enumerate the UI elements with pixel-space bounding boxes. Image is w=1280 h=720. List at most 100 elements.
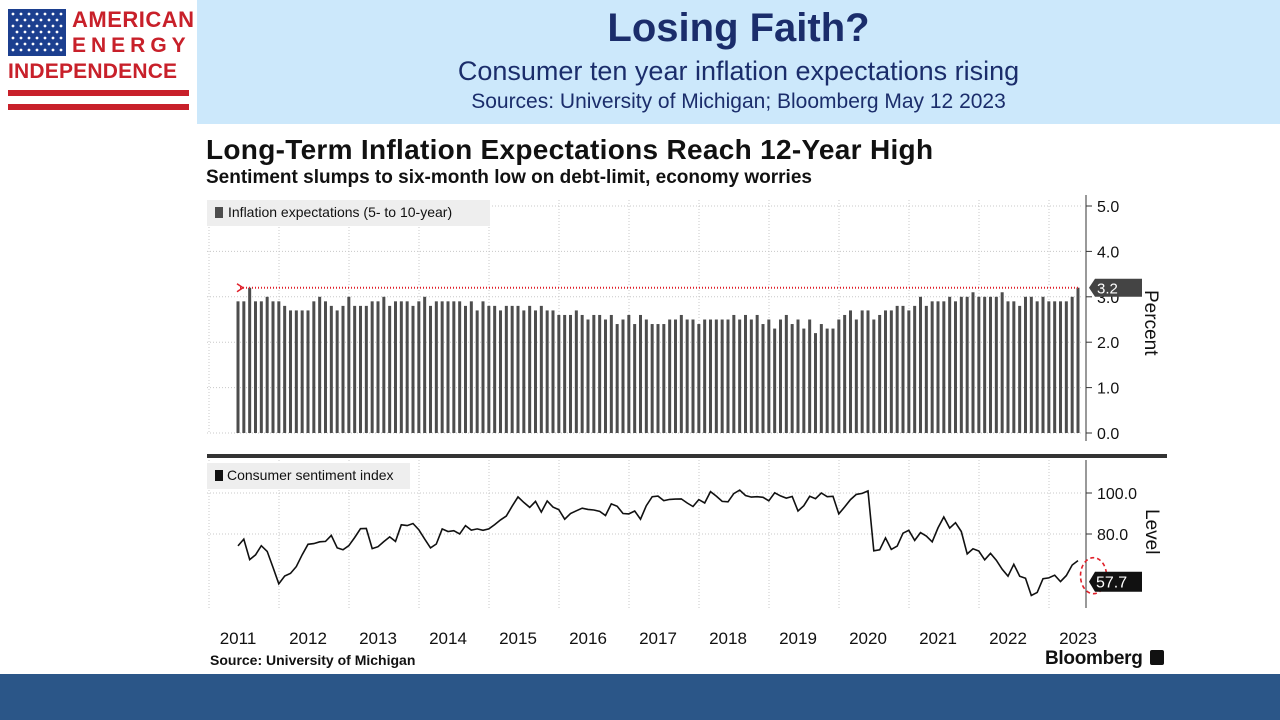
bar: [277, 301, 281, 433]
bar: [609, 314, 613, 433]
bar: [1070, 296, 1074, 433]
bar: [948, 296, 952, 433]
bar: [913, 305, 917, 433]
bar: [825, 328, 829, 433]
bar: [429, 305, 432, 433]
bar: [924, 305, 928, 433]
page-title: Losing Faith?: [607, 6, 870, 50]
bar: [1041, 296, 1045, 433]
bar: [685, 319, 689, 433]
x-tick-label: 2019: [779, 629, 817, 648]
axis-title-percent: Percent: [1140, 290, 1161, 356]
bar: [843, 314, 847, 433]
bar: [294, 310, 298, 433]
bar: [854, 319, 858, 433]
bar: [487, 305, 491, 433]
bar: [359, 305, 362, 433]
tick-label: 5.0: [1097, 199, 1119, 216]
x-tick-label: 2020: [849, 629, 887, 648]
tick-label: 4.0: [1097, 244, 1119, 261]
bar: [755, 314, 759, 433]
bar-last-value-label: 3.2: [1097, 281, 1118, 298]
bar: [504, 305, 508, 433]
bar: [919, 296, 922, 433]
logo-stripe: [8, 104, 189, 110]
bar: [475, 310, 479, 433]
value-flag: [1089, 278, 1142, 297]
bar: [324, 301, 327, 433]
tick-label: 100.0: [1097, 486, 1137, 503]
bar: [779, 319, 782, 433]
x-tick-label: 2016: [569, 629, 607, 648]
bar: [959, 296, 963, 433]
bar: [563, 314, 567, 433]
legend-swatch: [215, 207, 223, 218]
bar: [1076, 287, 1080, 433]
bar: [749, 319, 753, 433]
legend-box: [207, 200, 490, 226]
bar: [306, 310, 310, 433]
bar: [271, 301, 275, 433]
bar: [534, 310, 537, 433]
bar: [1000, 292, 1004, 433]
bar: [1029, 296, 1033, 433]
bar: [971, 292, 975, 433]
bar: [930, 301, 934, 433]
bar: [814, 333, 817, 433]
x-tick-label: 2018: [709, 629, 747, 648]
bar: [335, 310, 339, 433]
bar: [318, 296, 322, 433]
bar: [796, 319, 800, 433]
bar: [744, 314, 747, 433]
bar: [872, 319, 876, 433]
bar: [627, 314, 631, 433]
bar: [289, 310, 292, 433]
bar: [942, 301, 946, 433]
bar: [860, 310, 864, 433]
bar: [370, 301, 374, 433]
bar: [539, 305, 543, 433]
bar: [1018, 305, 1022, 433]
bar: [738, 319, 742, 433]
bar: [1047, 301, 1051, 433]
bar: [965, 296, 969, 433]
bar: [569, 314, 572, 433]
bar: [1006, 301, 1010, 433]
bar: [1012, 301, 1016, 433]
bar: [1024, 296, 1027, 433]
bar: [895, 305, 899, 433]
line-last-value-label: 57.7: [1096, 575, 1127, 592]
bar: [709, 319, 712, 433]
bar: [703, 319, 707, 433]
bar: [691, 319, 695, 433]
tick-label: 80.0: [1097, 527, 1128, 544]
bar: [808, 319, 812, 433]
bar: [399, 301, 403, 433]
bar: [592, 314, 596, 433]
logo-line3: INDEPENDENCE: [8, 60, 178, 83]
bar: [994, 296, 998, 433]
bar: [388, 305, 392, 433]
bar: [936, 301, 940, 433]
bar: [656, 324, 660, 433]
legend-swatch: [215, 470, 223, 481]
bar: [615, 324, 619, 433]
brand-name: Bloomberg: [1045, 648, 1143, 669]
legend-label: Inflation expectations (5- to 10-year): [228, 204, 452, 220]
bar: [248, 287, 252, 433]
bar: [522, 310, 526, 433]
bar: [528, 305, 532, 433]
bar: [242, 301, 246, 433]
bar: [312, 301, 316, 433]
x-tick-label: 2012: [289, 629, 327, 648]
bar: [878, 314, 882, 433]
x-tick-label: 2021: [919, 629, 957, 648]
legend-label: Consumer sentiment index: [227, 467, 394, 483]
axis-title-level: Level: [1141, 509, 1162, 554]
x-tick-label: 2015: [499, 629, 537, 648]
bar: [411, 305, 415, 433]
logo-line1: AMERICAN: [72, 7, 195, 32]
bar: [831, 328, 835, 433]
bar: [989, 296, 992, 433]
